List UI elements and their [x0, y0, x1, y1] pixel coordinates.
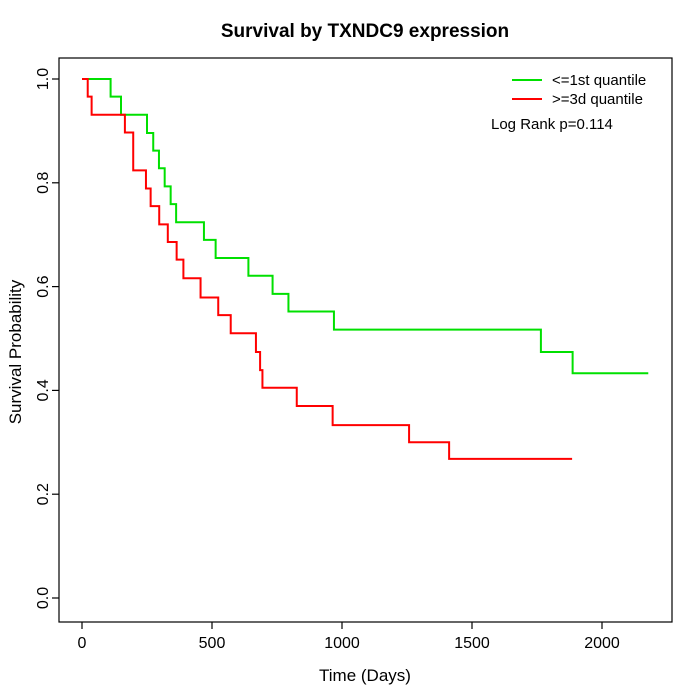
logrank-annotation: Log Rank p=0.114	[491, 116, 613, 133]
x-tick-label: 500	[199, 635, 226, 652]
y-tick-label: 1.0	[35, 68, 52, 90]
x-axis-label: Time (Days)	[319, 666, 411, 685]
y-axis: 0.0 0.2 0.4 0.6 0.8 1.0	[35, 68, 59, 609]
x-axis: 0 500 1000 1500 2000	[78, 622, 620, 652]
y-tick-label: 0.4	[35, 379, 52, 401]
survival-curve-third-quantile	[82, 78, 573, 460]
x-tick-label: 1000	[324, 635, 360, 652]
plot-box	[58, 57, 673, 623]
survival-curves	[82, 78, 649, 460]
y-axis-label: Survival Probability	[6, 279, 25, 424]
y-tick-label: 0.0	[35, 587, 52, 609]
x-tick-label: 2000	[584, 635, 620, 652]
y-tick-label: 0.8	[35, 172, 52, 194]
x-tick-label: 0	[78, 635, 87, 652]
y-tick-label: 0.2	[35, 483, 52, 505]
survival-curve-first-quantile	[82, 78, 649, 375]
y-tick-label: 0.6	[35, 275, 52, 297]
x-tick-label: 1500	[454, 635, 490, 652]
legend-label-third-quantile: >=3d quantile	[552, 91, 643, 108]
chart-title: Survival by TXNDC9 expression	[221, 21, 509, 42]
legend-label-first-quantile: <=1st quantile	[552, 72, 646, 89]
legend: <=1st quantile >=3d quantile Log Rank p=…	[491, 72, 646, 133]
